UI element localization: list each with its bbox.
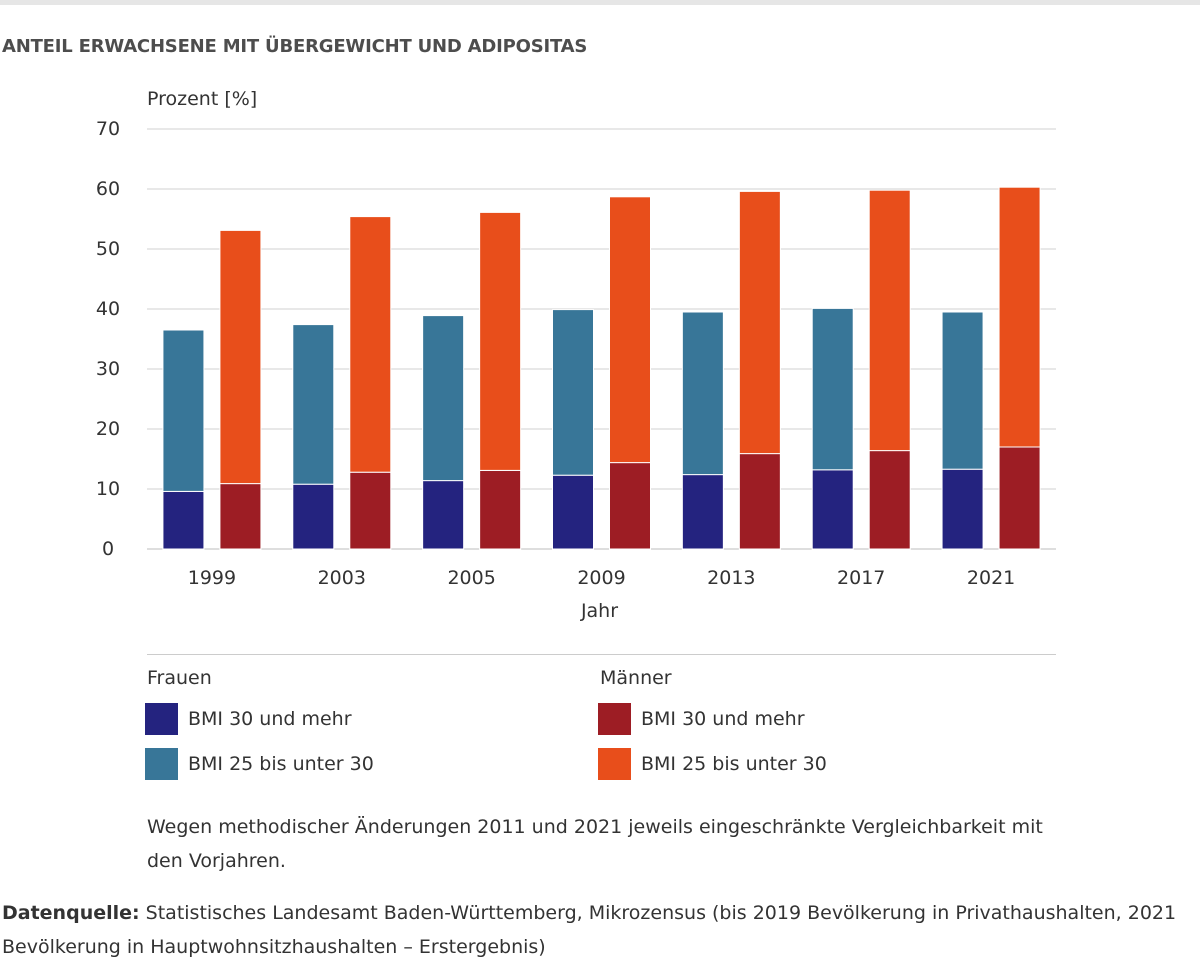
bar-frauen-bmi25 bbox=[422, 315, 465, 482]
bar-maenner-bmi25 bbox=[738, 190, 781, 455]
bar-frauen-bmi25 bbox=[941, 311, 984, 470]
bar-maenner-bmi30 bbox=[998, 446, 1041, 550]
bar-chart: 0 10 20 30 40 50 60 70 1999 2003 2005 2009 2013 2017 2… bbox=[96, 118, 1056, 622]
y-tick-label: 30 bbox=[96, 358, 120, 380]
legend-swatch bbox=[145, 748, 178, 780]
bar-maenner-bmi25 bbox=[479, 211, 522, 471]
y-tick-label: 50 bbox=[96, 238, 120, 260]
legend-label: BMI 30 und mehr bbox=[641, 708, 805, 730]
legend-title-maenner: Männer bbox=[600, 667, 672, 689]
bar-frauen-bmi30 bbox=[681, 474, 724, 550]
bar-frauen-bmi30 bbox=[941, 468, 984, 550]
bar-maenner-bmi30 bbox=[609, 462, 651, 550]
y-tick-label: 70 bbox=[96, 118, 120, 140]
bar-maenner-bmi25 bbox=[609, 196, 651, 464]
x-tick-label: 2005 bbox=[447, 567, 495, 589]
bar-maenner-bmi25 bbox=[868, 189, 911, 452]
legend-item-maenner-bmi30: BMI 30 und mehr bbox=[598, 703, 805, 735]
x-tick-label: 2017 bbox=[837, 567, 885, 589]
x-tick-label: 2013 bbox=[707, 567, 755, 589]
legend-item-frauen-bmi25: BMI 25 bis unter 30 bbox=[145, 748, 374, 780]
bar-maenner-bmi25 bbox=[998, 186, 1041, 448]
data-source: Datenquelle: Statistisches Landesamt Bad… bbox=[2, 896, 1192, 964]
methodology-note: Wegen methodischer Änderungen 2011 und 2… bbox=[147, 816, 1043, 872]
legend-divider bbox=[147, 654, 1056, 655]
x-axis-label: Jahr bbox=[580, 600, 618, 622]
bar-frauen-bmi25 bbox=[811, 307, 854, 471]
bar-frauen-bmi25 bbox=[681, 311, 724, 476]
y-tick-label: 40 bbox=[96, 298, 120, 320]
y-tick-label: 10 bbox=[96, 478, 120, 500]
legend-swatch bbox=[598, 703, 631, 735]
x-tick-label: 1999 bbox=[188, 567, 236, 589]
chart-title: ANTEIL ERWACHSENE MIT ÜBERGEWICHT UND AD… bbox=[2, 36, 588, 57]
y-axis-label: Prozent [%] bbox=[147, 88, 258, 110]
legend-item-frauen-bmi30: BMI 30 und mehr bbox=[145, 703, 352, 735]
legend-item-maenner-bmi25: BMI 25 bis unter 30 bbox=[598, 748, 827, 780]
legend-label: BMI 30 und mehr bbox=[188, 708, 352, 730]
bar-maenner-bmi25 bbox=[349, 216, 392, 473]
bar-frauen-bmi30 bbox=[162, 490, 205, 550]
y-tick-label: 20 bbox=[96, 418, 120, 440]
legend-label: BMI 25 bis unter 30 bbox=[641, 753, 827, 775]
legend-swatch bbox=[598, 748, 631, 780]
x-tick-label: 2021 bbox=[967, 567, 1015, 589]
data-source-label: Datenquelle: bbox=[2, 902, 140, 924]
x-tick-label: 2009 bbox=[577, 567, 625, 589]
bar-frauen-bmi30 bbox=[811, 469, 854, 550]
x-tick-label: 2003 bbox=[318, 567, 366, 589]
bar-maenner-bmi30 bbox=[868, 450, 911, 550]
legend-swatch bbox=[145, 703, 178, 735]
bar-frauen-bmi25 bbox=[292, 324, 335, 485]
bar-maenner-bmi30 bbox=[349, 471, 392, 550]
y-tick-label: 0 bbox=[102, 538, 114, 560]
bar-maenner-bmi30 bbox=[738, 453, 781, 550]
bar-frauen-bmi25 bbox=[162, 329, 205, 492]
bar-maenner-bmi30 bbox=[219, 483, 262, 550]
bar-frauen-bmi30 bbox=[292, 483, 335, 550]
legend-title-frauen: Frauen bbox=[147, 667, 212, 689]
bar-maenner-bmi25 bbox=[219, 229, 262, 485]
bar-frauen-bmi30 bbox=[422, 480, 465, 550]
bar-maenner-bmi30 bbox=[479, 469, 522, 550]
top-rule bbox=[0, 0, 1200, 5]
legend-label: BMI 25 bis unter 30 bbox=[188, 753, 374, 775]
bar-frauen-bmi30 bbox=[552, 474, 594, 550]
bar-frauen-bmi25 bbox=[552, 309, 594, 476]
data-source-text: Statistisches Landesamt Baden-Württember… bbox=[2, 902, 1177, 958]
y-tick-label: 60 bbox=[96, 178, 120, 200]
